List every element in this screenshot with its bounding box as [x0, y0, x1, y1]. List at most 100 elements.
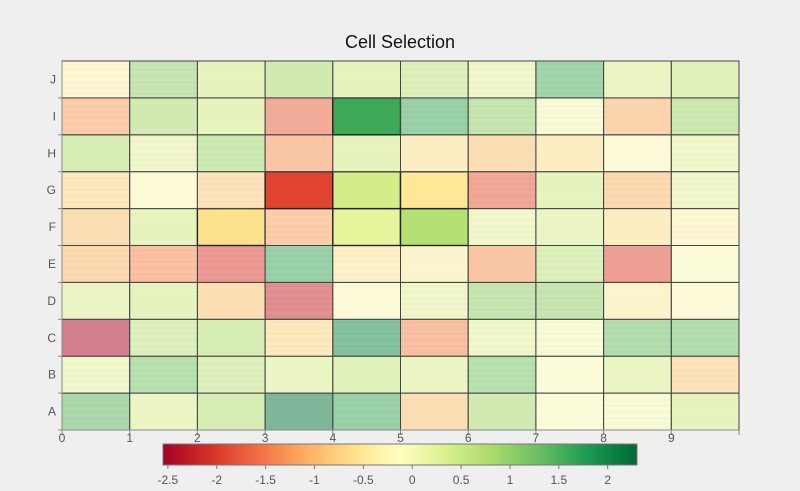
- heatmap-cell[interactable]: [61, 392, 131, 431]
- heatmap-cell[interactable]: [670, 281, 740, 320]
- heatmap-cell[interactable]: [129, 392, 198, 431]
- heatmap-cell[interactable]: [196, 355, 266, 394]
- heatmap-cell[interactable]: [670, 208, 740, 247]
- heatmap-cell[interactable]: [332, 392, 401, 431]
- heatmap-cell[interactable]: [467, 171, 537, 210]
- heatmap-cell[interactable]: [535, 392, 605, 431]
- heatmap-cell[interactable]: [264, 60, 334, 99]
- heatmap-cell[interactable]: [400, 355, 469, 394]
- heatmap-cell[interactable]: [61, 281, 131, 320]
- heatmap-cell[interactable]: [535, 134, 605, 173]
- heatmap-cell[interactable]: [535, 171, 605, 210]
- heatmap-cell[interactable]: [196, 60, 266, 99]
- heatmap-cell[interactable]: [603, 97, 672, 136]
- heatmap-cell[interactable]: [535, 97, 605, 136]
- heatmap-cell[interactable]: [670, 355, 740, 394]
- heatmap-cell[interactable]: [332, 355, 401, 394]
- heatmap-cell[interactable]: [264, 208, 334, 247]
- heatmap-cell[interactable]: [400, 392, 469, 431]
- heatmap-cell[interactable]: [400, 134, 469, 173]
- heatmap-cell[interactable]: [467, 281, 537, 320]
- heatmap-cell[interactable]: [535, 318, 605, 357]
- heatmap-cell[interactable]: [467, 245, 537, 283]
- heatmap-cell[interactable]: [400, 97, 469, 136]
- heatmap-cell[interactable]: [61, 60, 131, 99]
- heatmap-cell[interactable]: [332, 318, 401, 357]
- heatmap-cell[interactable]: [400, 281, 469, 320]
- heatmap-cell[interactable]: [603, 134, 672, 173]
- heatmap-cell[interactable]: [603, 208, 672, 247]
- heatmap-cell[interactable]: [61, 318, 131, 357]
- heatmap-cell[interactable]: [332, 60, 401, 99]
- heatmap-cell[interactable]: [399, 207, 469, 247]
- heatmap-cell[interactable]: [535, 245, 605, 283]
- heatmap-cell[interactable]: [264, 355, 334, 394]
- heatmap-cell[interactable]: [467, 60, 537, 99]
- heatmap-cell[interactable]: [603, 60, 672, 99]
- heatmap-cell[interactable]: [61, 355, 131, 394]
- heatmap-cell[interactable]: [196, 281, 266, 320]
- heatmap-cell[interactable]: [467, 134, 537, 173]
- heatmap-cell[interactable]: [264, 134, 334, 173]
- heatmap-cell[interactable]: [467, 97, 537, 136]
- heatmap-cell[interactable]: [264, 281, 334, 320]
- heatmap-cell[interactable]: [467, 208, 537, 247]
- heatmap-cell[interactable]: [670, 171, 740, 210]
- heatmap-cell[interactable]: [670, 97, 740, 136]
- heatmap-cell[interactable]: [61, 97, 131, 136]
- heatmap-cell[interactable]: [196, 245, 266, 283]
- heatmap-cell[interactable]: [129, 97, 198, 136]
- heatmap-cell[interactable]: [196, 392, 266, 431]
- heatmap-cell[interactable]: [467, 355, 537, 394]
- heatmap-cell[interactable]: [61, 134, 131, 173]
- heatmap-cell[interactable]: [129, 281, 198, 320]
- heatmap-cell[interactable]: [535, 281, 605, 320]
- heatmap-cell[interactable]: [196, 171, 266, 210]
- heatmap-cell[interactable]: [400, 318, 469, 357]
- heatmap-cell[interactable]: [129, 245, 198, 283]
- heatmap-cell[interactable]: [332, 134, 401, 173]
- heatmap-cell[interactable]: [129, 60, 198, 99]
- heatmap-cell[interactable]: [399, 170, 469, 210]
- heatmap-cell[interactable]: [670, 392, 740, 431]
- heatmap-cell[interactable]: [196, 318, 266, 357]
- heatmap-cell[interactable]: [535, 60, 605, 99]
- heatmap-cell[interactable]: [129, 171, 198, 210]
- heatmap-cell[interactable]: [603, 355, 672, 394]
- heatmap-cell[interactable]: [129, 208, 198, 247]
- heatmap-cell[interactable]: [332, 245, 401, 283]
- heatmap-cell[interactable]: [61, 245, 131, 283]
- heatmap-cell[interactable]: [670, 134, 740, 173]
- heatmap-cell[interactable]: [603, 281, 672, 320]
- heatmap-cell[interactable]: [196, 134, 266, 173]
- heatmap-cell[interactable]: [61, 171, 131, 210]
- heatmap-cell[interactable]: [332, 281, 401, 320]
- heatmap-cell[interactable]: [400, 245, 469, 283]
- heatmap-cell[interactable]: [196, 97, 266, 136]
- heatmap-cell[interactable]: [129, 355, 198, 394]
- heatmap-cell[interactable]: [670, 60, 740, 99]
- heatmap-cell[interactable]: [467, 392, 537, 431]
- heatmap-cell[interactable]: [129, 134, 198, 173]
- heatmap-cell[interactable]: [535, 208, 605, 247]
- heatmap-cell[interactable]: [603, 392, 672, 431]
- heatmap-cell[interactable]: [264, 318, 334, 357]
- heatmap-cell[interactable]: [332, 207, 402, 247]
- heatmap-cell[interactable]: [129, 318, 198, 357]
- heatmap-cell[interactable]: [332, 170, 402, 210]
- heatmap-cell[interactable]: [670, 245, 740, 283]
- heatmap-cell[interactable]: [467, 318, 537, 357]
- heatmap-cell[interactable]: [535, 355, 605, 394]
- heatmap-cell[interactable]: [670, 318, 740, 357]
- heatmap-cell[interactable]: [264, 97, 334, 136]
- heatmap-cell[interactable]: [603, 171, 672, 210]
- heatmap-cell[interactable]: [61, 208, 131, 247]
- heatmap-cell[interactable]: [603, 318, 672, 357]
- heatmap-cell[interactable]: [264, 392, 334, 431]
- heatmap-cell[interactable]: [196, 207, 266, 247]
- heatmap-cell[interactable]: [264, 245, 334, 283]
- heatmap-cell[interactable]: [332, 97, 402, 136]
- heatmap-cell[interactable]: [400, 60, 469, 99]
- heatmap-cell[interactable]: [603, 245, 672, 283]
- heatmap-cell[interactable]: [264, 170, 334, 210]
